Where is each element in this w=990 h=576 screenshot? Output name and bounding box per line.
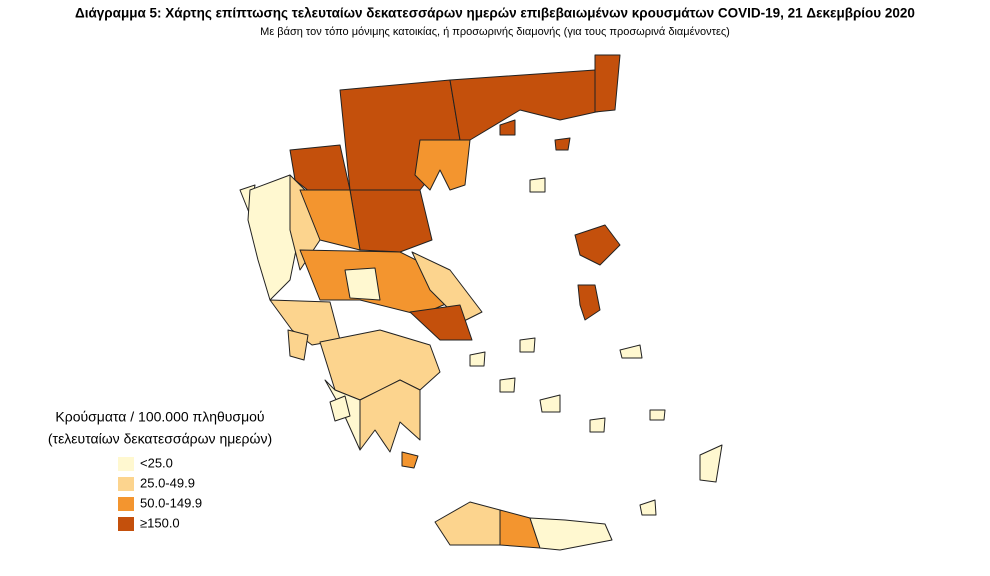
region [519, 337, 536, 353]
legend-title: (τελευταίων δεκατεσσάρων ημερών) [48, 431, 272, 447]
region [449, 69, 606, 141]
region [529, 517, 613, 551]
region [434, 501, 501, 546]
legend-swatch [118, 477, 134, 491]
region [577, 284, 601, 321]
region [639, 499, 657, 516]
subtitle: Με βάση τον τόπο μόνιμης κατοικίας, ή πρ… [260, 26, 730, 38]
legend-swatch [118, 457, 134, 471]
legend-label: ≥150.0 [140, 515, 180, 530]
legend: <25.0 25.0-49.9 50.0-149.9 ≥150.0 [118, 455, 202, 531]
region [529, 177, 546, 193]
region [414, 139, 471, 191]
region [649, 409, 666, 421]
region [594, 54, 621, 113]
region [401, 451, 419, 469]
region [411, 251, 483, 323]
region [554, 137, 571, 151]
region [359, 379, 421, 453]
region [539, 394, 561, 413]
region [589, 417, 606, 433]
title: Διάγραμμα 5: Χάρτης επίπτωσης τελευταίων… [75, 6, 915, 21]
region [499, 377, 516, 393]
legend-title: Κρούσματα / 100.000 πληθυσμού [55, 409, 264, 425]
region [699, 444, 723, 483]
legend-label: 50.0-149.9 [140, 495, 202, 510]
legend-swatch [118, 497, 134, 511]
legend-label: 25.0-49.9 [140, 475, 195, 490]
region [344, 267, 381, 301]
region [299, 189, 361, 251]
legend-label: <25.0 [140, 455, 173, 470]
region [469, 351, 486, 367]
region [349, 189, 433, 253]
region [329, 395, 351, 422]
legend-swatch [118, 517, 134, 531]
map [239, 54, 723, 551]
region [409, 304, 473, 341]
region [499, 119, 516, 136]
region [619, 344, 643, 359]
region [574, 224, 621, 266]
region [287, 329, 309, 361]
